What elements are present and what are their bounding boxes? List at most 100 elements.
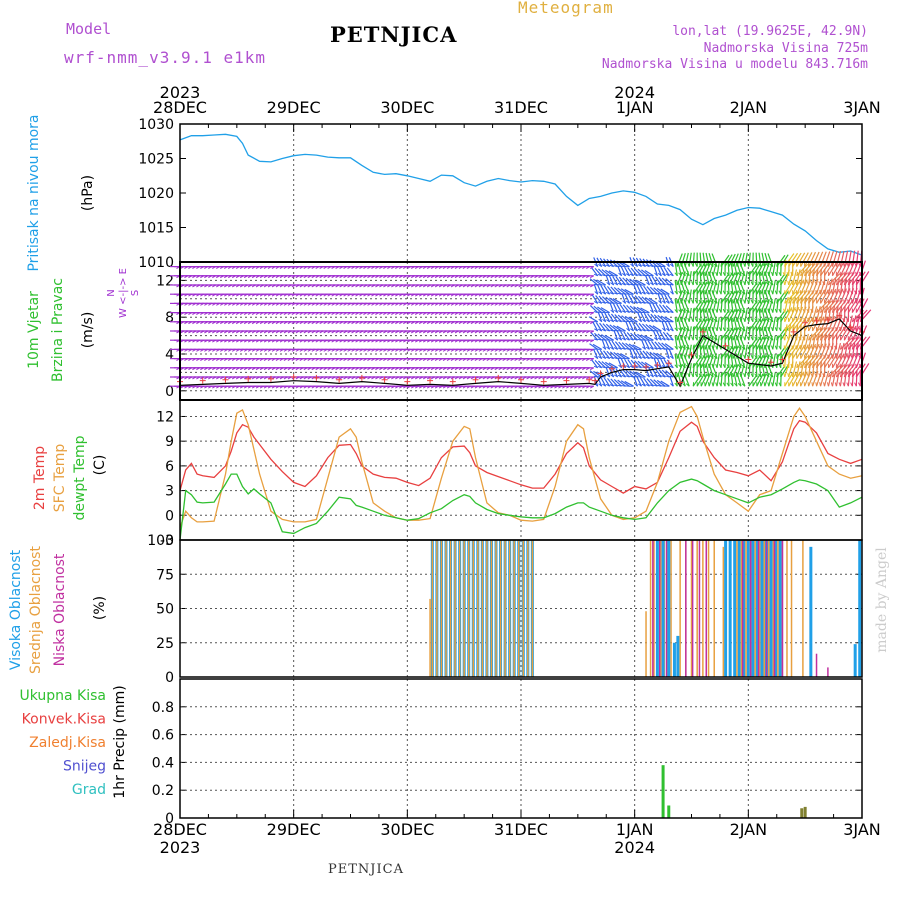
cloud-bar-mid bbox=[495, 540, 497, 677]
time-tick-bottom: 3JAN bbox=[843, 820, 881, 839]
time-tick-top: 29DEC bbox=[267, 98, 321, 117]
cloud-bar-high bbox=[737, 540, 741, 677]
cloud-axis-label: Srednja Oblacnost bbox=[28, 546, 44, 674]
cloud-bar-mid bbox=[431, 540, 434, 677]
wind-unit-label: (m/s) bbox=[80, 312, 96, 349]
panel-precipitation bbox=[293, 679, 749, 818]
cloud-bar-mid bbox=[754, 540, 756, 677]
cloud-bar-mid bbox=[758, 540, 761, 677]
precip-bar bbox=[661, 765, 665, 818]
cloud-bar-mid bbox=[660, 540, 662, 677]
y-tick-label: 8 bbox=[165, 310, 174, 326]
y-tick-label: 3 bbox=[165, 484, 174, 500]
cloud-bar-low bbox=[658, 540, 661, 677]
cloud-bar-mid bbox=[436, 540, 438, 677]
cloud-axis-label: Niska Oblacnost bbox=[52, 553, 68, 666]
cloud-axis-label: Visoka Oblacnost bbox=[8, 549, 24, 670]
cloud-bar-low bbox=[652, 540, 654, 677]
cloud-bar-mid bbox=[786, 540, 788, 677]
cloud-bar-mid bbox=[454, 540, 456, 677]
time-tick-bottom: 31DEC bbox=[494, 820, 548, 839]
cloud-bar-low bbox=[705, 540, 708, 677]
y-tick-label: 0.6 bbox=[152, 728, 174, 744]
cloud-bar-low bbox=[757, 540, 760, 677]
time-tick-bottom: 2JAN bbox=[730, 820, 768, 839]
cloud-bar-mid bbox=[690, 540, 693, 677]
cloud-bar-high bbox=[769, 540, 773, 677]
time-tick-top: 30DEC bbox=[380, 98, 434, 117]
cloud-bar-mid bbox=[696, 540, 698, 677]
meteogram-subtitle: Meteogram bbox=[518, 0, 614, 17]
cloud-bar-high bbox=[751, 540, 755, 677]
cloud-bar-mid bbox=[513, 540, 515, 677]
year-label-top: 2024 bbox=[614, 83, 655, 102]
model-elevation-info: Nadmorska Visina u modelu 843.716m bbox=[601, 57, 868, 72]
cloud-bar-mid bbox=[481, 540, 484, 677]
cloud-bar-mid bbox=[504, 540, 506, 677]
time-tick-top: 2JAN bbox=[730, 98, 768, 117]
cloud-bar-mid bbox=[531, 540, 534, 677]
wind-axis-label: Brzina i Pravac bbox=[50, 278, 66, 382]
cloud-bar-high bbox=[733, 540, 737, 677]
cloud-bar-high bbox=[809, 546, 813, 677]
cloud-bar-mid bbox=[499, 540, 502, 677]
cloud-bar-mid bbox=[477, 540, 479, 677]
cloud-bar-mid bbox=[702, 540, 704, 677]
cloud-bar-mid bbox=[429, 598, 431, 677]
cloud-bar-mid bbox=[722, 546, 725, 677]
cloud-bar-high bbox=[746, 540, 750, 677]
cloud-bars bbox=[429, 540, 862, 677]
cloud-bar-mid bbox=[645, 611, 647, 677]
cloud-bar-mid bbox=[458, 540, 461, 677]
cloud-bar-mid bbox=[522, 540, 525, 677]
panel-frame bbox=[179, 539, 863, 678]
time-tick-bottom: 28DEC bbox=[153, 820, 207, 839]
panel-frame-wind bbox=[179, 261, 863, 401]
temp-line-dewpt-temp bbox=[179, 473, 863, 541]
cloud-bar-mid bbox=[517, 540, 520, 677]
precip-legend-3: Snijeg bbox=[63, 759, 106, 775]
cloud-bar-low bbox=[665, 540, 668, 677]
cloud-bar-mid bbox=[490, 540, 493, 677]
precip-axis-label: 1hr Precip (mm) bbox=[112, 685, 128, 798]
y-tick-label: 0.8 bbox=[152, 700, 174, 716]
pressure-axis-label: Pritisak na nivou mora bbox=[26, 114, 42, 271]
precip-bars bbox=[661, 765, 807, 818]
y-tick-label: 4 bbox=[165, 347, 174, 363]
cloud-bar-high bbox=[676, 635, 680, 677]
cloud-bar-mid bbox=[653, 540, 655, 677]
y-tick-label: 0 bbox=[165, 811, 174, 827]
cloud-bar-high bbox=[760, 540, 764, 677]
y-tick-label: 1025 bbox=[138, 152, 174, 168]
cloud-bar-high bbox=[858, 540, 862, 677]
time-tick-bottom: 1JAN bbox=[616, 820, 654, 839]
wind-barbs bbox=[170, 250, 872, 389]
cloud-bar-mid bbox=[445, 540, 447, 677]
cloud-bar-mid bbox=[527, 540, 529, 677]
y-tick-label: 12 bbox=[156, 273, 174, 289]
lonlat-info: lon,lat (19.9625E, 42.9N) bbox=[672, 24, 868, 39]
footer-station: PETNJICA bbox=[328, 862, 404, 877]
time-tick-top: 28DEC bbox=[153, 98, 207, 117]
panel-frame bbox=[179, 678, 863, 819]
temp-unit-label: (C) bbox=[92, 455, 108, 476]
model-label: Model bbox=[66, 20, 112, 38]
y-tick-label: 0 bbox=[165, 670, 174, 686]
cloud-bar-high bbox=[672, 642, 676, 677]
cloud-bar-low bbox=[685, 540, 687, 677]
temp-line-sfc-temp bbox=[179, 405, 863, 528]
temp-line-2m-temp bbox=[179, 419, 863, 494]
wind-compass-text: S bbox=[130, 290, 141, 296]
y-tick-label: -3 bbox=[160, 533, 174, 549]
cloud-bar-mid bbox=[740, 540, 743, 677]
y-tick-label: 50 bbox=[156, 602, 174, 618]
precip-legend-0: Ukupna Kisa bbox=[19, 688, 106, 704]
time-tick-bottom: 30DEC bbox=[380, 820, 434, 839]
precip-bar bbox=[803, 806, 807, 818]
wind-compass-text: W <-|-> E bbox=[118, 268, 129, 318]
cloud-bar-mid bbox=[777, 540, 779, 677]
cloud-bar-mid bbox=[440, 540, 443, 677]
cloud-bar-mid bbox=[649, 540, 652, 677]
